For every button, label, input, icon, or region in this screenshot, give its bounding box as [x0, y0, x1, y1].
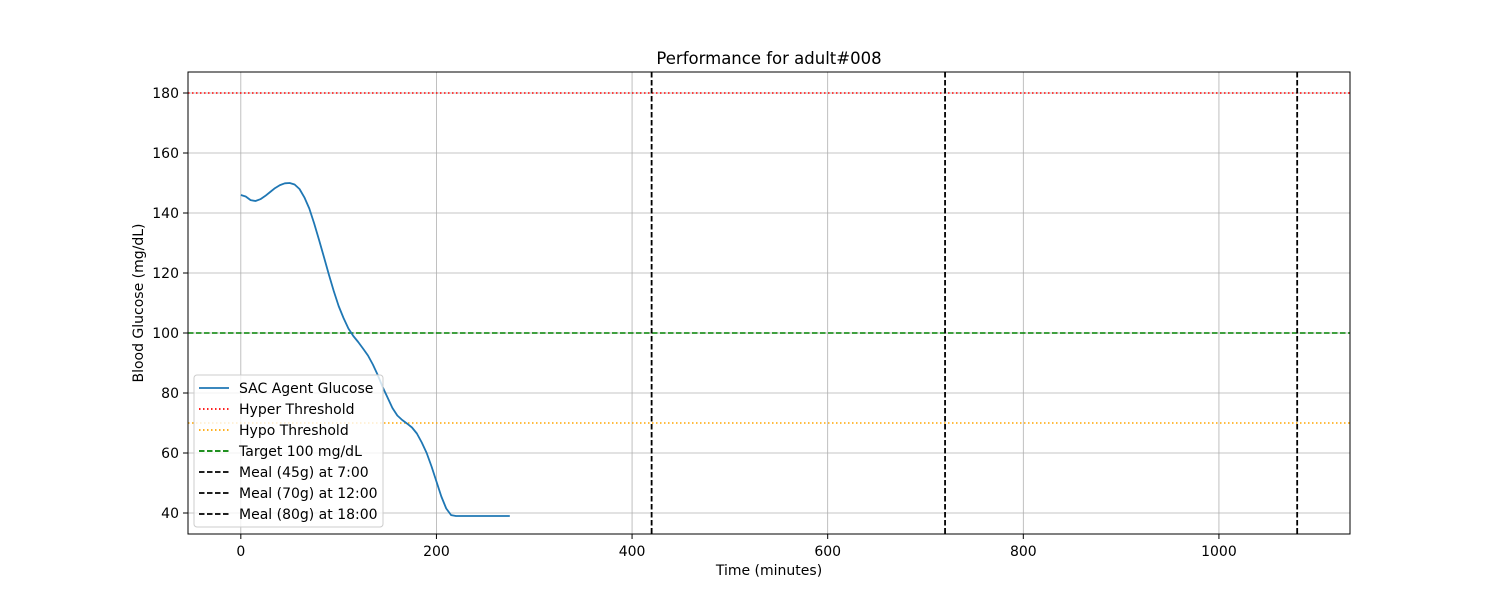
plot-area-frame [187, 71, 1351, 535]
x-tick-label: 1000 [1201, 544, 1237, 560]
chart-title: Performance for adult#008 [656, 49, 881, 68]
legend-label: Target 100 mg/dL [238, 444, 362, 460]
legend-label: Meal (45g) at 7:00 [239, 465, 369, 481]
y-tick-label: 40 [161, 506, 179, 522]
y-tick-label: 60 [161, 446, 179, 462]
y-axis-ticks: 40 60 80 100 120 140 160 180 [152, 86, 188, 522]
series-lines [240, 182, 510, 517]
legend: SAC Agent Glucose Hyper Threshold Hypo Thr… [193, 374, 384, 528]
legend-label: Hyper Threshold [239, 402, 355, 418]
legend-box [193, 374, 384, 528]
y-tick-label: 100 [152, 326, 179, 342]
x-tick-label: 600 [814, 544, 841, 560]
legend-label: Meal (70g) at 12:00 [239, 486, 378, 502]
y-tick-label: 140 [152, 206, 179, 222]
x-tick-label: 0 [236, 544, 245, 560]
threshold-lines [188, 92, 1350, 424]
meal-lines [650, 72, 1299, 534]
series-line-glucose [240, 182, 510, 517]
legend-label: Hypo Threshold [239, 423, 349, 439]
y-tick-label: 180 [152, 86, 179, 102]
x-tick-label: 800 [1010, 544, 1037, 560]
legend-label: SAC Agent Glucose [239, 381, 373, 397]
x-tick-label: 400 [619, 544, 646, 560]
x-tick-label: 200 [423, 544, 450, 560]
y-tick-label: 120 [152, 266, 179, 282]
y-axis-label: Blood Glucose (mg/dL) [131, 223, 147, 382]
y-tick-label: 160 [152, 146, 179, 162]
x-axis-label: Time (minutes) [715, 563, 822, 579]
x-axis-ticks: 0 200 400 600 800 1000 [236, 534, 1237, 560]
y-tick-label: 80 [161, 386, 179, 402]
legend-label: Meal (80g) at 18:00 [239, 507, 378, 523]
